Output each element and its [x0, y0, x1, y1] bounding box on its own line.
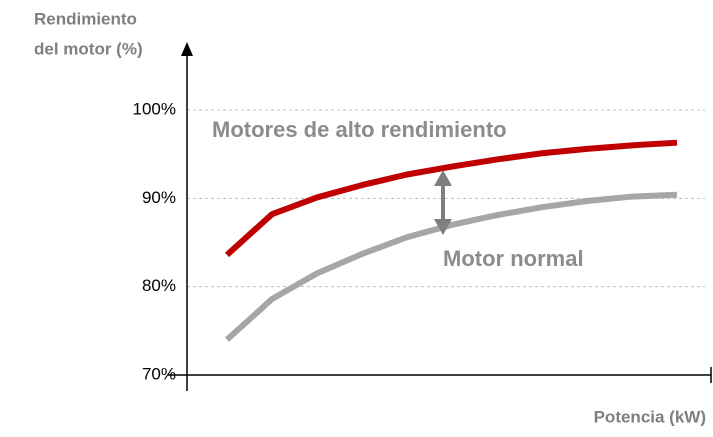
y-tick-label: 100%: [133, 99, 176, 118]
y-axis-label: Rendimiento: [34, 9, 137, 28]
gap-arrow-head: [434, 219, 452, 235]
y-tick-label: 80%: [142, 276, 176, 295]
y-tick-label: 70%: [142, 364, 176, 383]
gap-arrow-head: [434, 170, 452, 186]
x-axis-label: Potencia (kW): [594, 407, 706, 426]
annotation: Motores de alto rendimiento: [212, 117, 507, 142]
series-line: [224, 191, 678, 342]
series-line: [224, 139, 678, 258]
y-axis-arrow: [181, 42, 193, 56]
annotation: Motor normal: [443, 246, 584, 271]
y-tick-label: 90%: [142, 188, 176, 207]
y-axis-label: del motor (%): [34, 39, 143, 58]
